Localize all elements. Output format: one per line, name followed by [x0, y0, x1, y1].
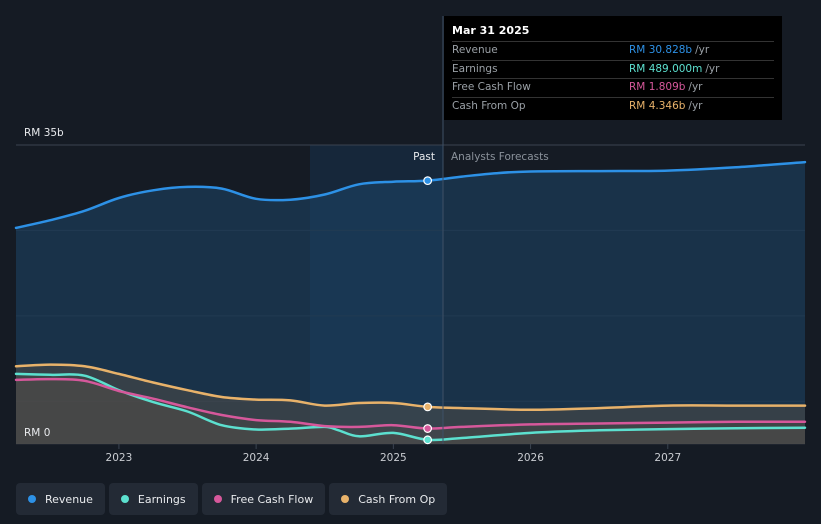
tooltip-date: Mar 31 2025 [452, 24, 530, 37]
x-tick-label: 2026 [517, 452, 544, 464]
free-cash-flow-line [14, 377, 807, 430]
tooltip-label: Earnings [452, 62, 498, 75]
financial-chart: RM 35b RM 0 Past Analysts Forecasts 2023… [14, 16, 807, 464]
legend-item-cash-from-op[interactable]: Cash From Op [329, 483, 448, 515]
cash-from-op-line [14, 363, 807, 412]
cash-from-op-dot-icon [341, 495, 350, 503]
tooltip-value: RM 30.828b [629, 44, 693, 56]
x-tick-label: 2025 [380, 452, 407, 464]
tooltip-row-free-cash-flow: Free Cash Flow RM 1.809b/yr [452, 78, 774, 97]
tooltip-unit: /yr [688, 81, 703, 93]
y-bottom-label: RM 0 [24, 427, 50, 439]
legend-label: Free Cash Flow [230, 492, 314, 506]
tooltip-row-earnings: Earnings RM 489.000m/yr [452, 59, 774, 79]
revenue-dot-icon [28, 495, 36, 503]
legend-label: Revenue [45, 492, 93, 506]
forecast-label: Analysts Forecasts [451, 151, 549, 163]
x-tick-label: 2024 [243, 452, 270, 464]
revenue-line [14, 160, 807, 230]
tooltip: Mar 31 2025 Revenue RM 30.828b/yr Earnin… [444, 16, 782, 120]
tooltip-value: RM 489.000m [629, 62, 703, 75]
y-top-label: RM 35b [24, 127, 64, 139]
x-tick-label: 2023 [106, 452, 133, 464]
tooltip-row-revenue: Revenue RM 30.828b/yr [452, 41, 774, 60]
tooltip-label: Cash From Op [452, 99, 526, 112]
tooltip-label: Free Cash Flow [452, 81, 531, 93]
revenue-point [423, 176, 433, 186]
legend: Revenue Earnings Free Cash Flow Cash Fro… [16, 483, 448, 515]
legend-label: Cash From Op [358, 492, 436, 506]
past-label: Past [413, 151, 435, 163]
legend-item-revenue[interactable]: Revenue [16, 483, 105, 515]
legend-item-free-cash-flow[interactable]: Free Cash Flow [201, 483, 326, 515]
tooltip-value: RM 4.346b [629, 99, 686, 112]
revenue-area [16, 162, 805, 444]
earnings-area [16, 373, 805, 444]
tooltip-value: RM 1.809b [629, 81, 686, 93]
tooltip-unit: /yr [705, 62, 720, 75]
tooltip-label: Revenue [452, 44, 498, 56]
free-cash-flow-point [423, 424, 433, 433]
earnings-point [423, 435, 433, 445]
legend-label: Earnings [137, 492, 186, 506]
x-tick-label: 2027 [654, 452, 681, 464]
legend-item-earnings[interactable]: Earnings [108, 483, 198, 515]
free-cash-flow-area [16, 379, 805, 444]
free-cash-flow-dot-icon [213, 495, 222, 503]
tooltip-row-cash-from-op: Cash From Op RM 4.346b/yr [452, 96, 774, 116]
cash-from-op-point [423, 402, 433, 412]
earnings-dot-icon [120, 495, 129, 503]
tooltip-unit: /yr [695, 44, 710, 56]
tooltip-unit: /yr [688, 99, 703, 112]
